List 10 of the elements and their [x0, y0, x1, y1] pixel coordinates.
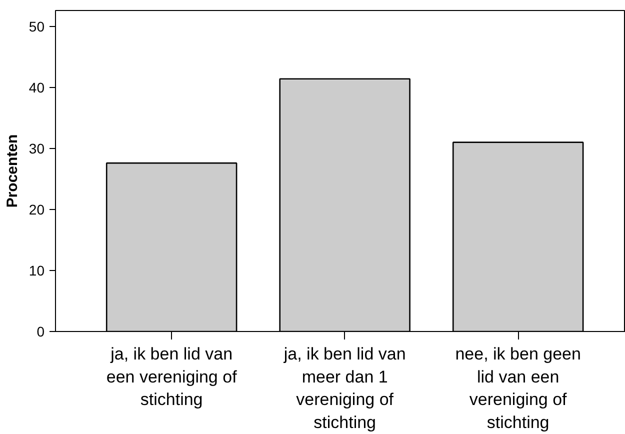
x-tick-label: ja, ik ben lid van een vereniging of stichting — [106, 344, 238, 410]
y-tick-label: 20 — [28, 201, 45, 218]
y-tick-label: 40 — [28, 79, 45, 96]
x-tick-label: ja, ik ben lid van meer dan 1 vereniging of stichting — [282, 344, 406, 432]
y-tick-label: 30 — [28, 140, 45, 156]
x-tick-label: nee, ik ben geen lid van een vereniging of stichting — [455, 344, 581, 432]
y-tick-label: 50 — [28, 18, 45, 34]
y-tick-label: 0 — [36, 324, 45, 340]
y-axis-title: Procenten — [4, 134, 21, 208]
y-tick-label: 10 — [28, 262, 45, 278]
